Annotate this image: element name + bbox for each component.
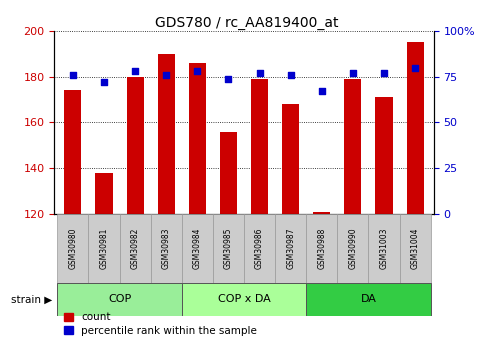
Bar	[400, 214, 431, 283]
Bar	[345, 79, 361, 214]
Bar	[368, 214, 400, 283]
Point	[193, 69, 201, 74]
Point	[256, 70, 264, 76]
Text: GSM30987: GSM30987	[286, 228, 295, 269]
Text: GSM30988: GSM30988	[317, 228, 326, 269]
Bar	[65, 90, 81, 214]
Bar	[182, 283, 306, 316]
Text: GDS780 / rc_AA819400_at: GDS780 / rc_AA819400_at	[155, 16, 338, 30]
Point	[131, 69, 139, 74]
Point	[162, 72, 170, 78]
Point	[224, 76, 232, 81]
Point	[69, 72, 77, 78]
Bar	[244, 214, 275, 283]
Text: GSM30983: GSM30983	[162, 228, 171, 269]
Point	[380, 70, 388, 76]
Text: DA: DA	[360, 294, 377, 304]
Bar	[251, 79, 268, 214]
Text: GSM30982: GSM30982	[131, 228, 140, 269]
Bar	[158, 54, 175, 214]
Legend: count, percentile rank within the sample: count, percentile rank within the sample	[60, 308, 261, 340]
Point	[349, 70, 357, 76]
Text: COP x DA: COP x DA	[218, 294, 270, 304]
Bar	[151, 214, 182, 283]
Point	[318, 89, 326, 94]
Bar	[220, 132, 237, 214]
Bar	[306, 283, 431, 316]
Text: GSM30980: GSM30980	[69, 228, 77, 269]
Bar	[376, 97, 392, 214]
Bar	[182, 214, 213, 283]
Text: GSM31004: GSM31004	[411, 228, 420, 269]
Text: COP: COP	[108, 294, 131, 304]
Bar	[127, 77, 143, 214]
Text: GSM30984: GSM30984	[193, 228, 202, 269]
Bar	[313, 211, 330, 214]
Bar	[407, 42, 423, 214]
Text: GSM30985: GSM30985	[224, 228, 233, 269]
Bar	[57, 283, 182, 316]
Text: GSM30981: GSM30981	[100, 228, 108, 269]
Bar	[275, 214, 306, 283]
Bar	[282, 104, 299, 214]
Bar	[96, 173, 112, 214]
Point	[287, 72, 295, 78]
Bar	[337, 214, 368, 283]
Text: GSM30990: GSM30990	[349, 228, 357, 269]
Text: strain ▶: strain ▶	[10, 294, 52, 304]
Bar	[189, 63, 206, 214]
Point	[411, 65, 419, 70]
Text: GSM30986: GSM30986	[255, 228, 264, 269]
Bar	[57, 214, 88, 283]
Bar	[120, 214, 151, 283]
Bar	[306, 214, 337, 283]
Bar	[88, 214, 120, 283]
Bar	[213, 214, 244, 283]
Point	[100, 79, 108, 85]
Text: GSM31003: GSM31003	[380, 228, 388, 269]
